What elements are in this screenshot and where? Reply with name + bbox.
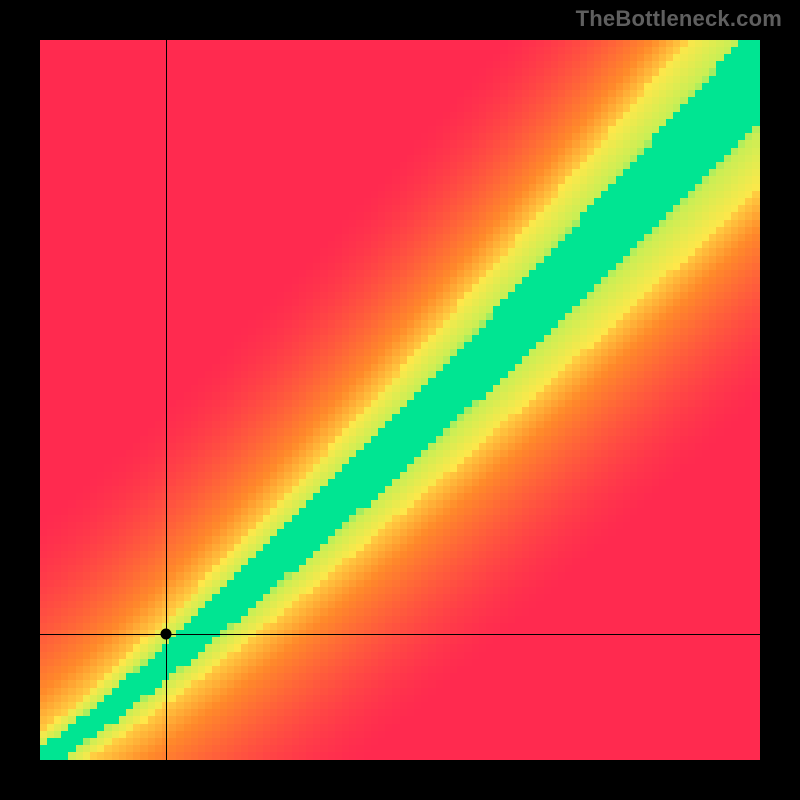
crosshair-marker-dot	[161, 629, 172, 640]
crosshair-vertical	[166, 40, 167, 760]
plot-area	[40, 40, 760, 760]
watermark-text: TheBottleneck.com	[576, 6, 782, 32]
crosshair-horizontal	[40, 634, 760, 635]
bottleneck-heatmap	[40, 40, 760, 760]
